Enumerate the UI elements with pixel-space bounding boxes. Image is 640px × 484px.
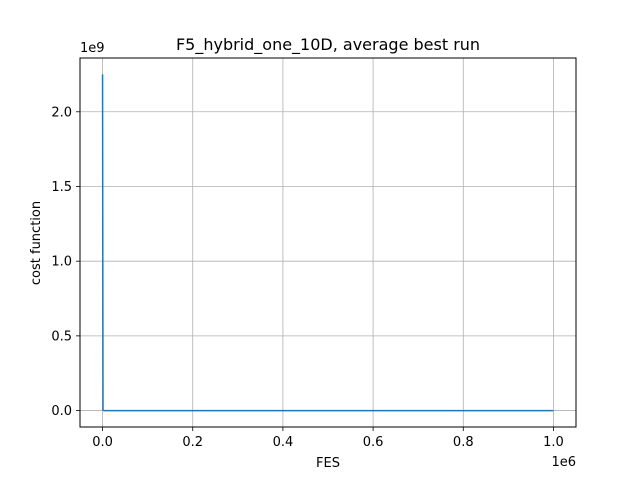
y-tick-label: 1.0 <box>51 255 72 270</box>
x-tick-label: 0.8 <box>453 435 474 450</box>
x-tick-layer: 0.0 0.2 0.4 0.6 0.8 1.0 <box>92 427 564 450</box>
y-tick-label: 0.5 <box>51 329 72 344</box>
x-tick-label: 0.6 <box>363 435 384 450</box>
series-layer <box>101 74 554 412</box>
y-tick-label: 2.0 <box>51 105 72 120</box>
x-tick-label: 0.2 <box>182 435 203 450</box>
y-offset-label: 1e9 <box>80 41 105 56</box>
x-tick-label: 1.0 <box>543 435 564 450</box>
x-tick-label: 0.0 <box>92 435 113 450</box>
y-tick-label: 1.5 <box>51 180 72 195</box>
x-axis-label: FES <box>316 456 340 471</box>
y-tick-label: 0.0 <box>51 404 72 419</box>
chart-title: F5_hybrid_one_10D, average best run <box>176 35 480 55</box>
series-line <box>101 74 554 412</box>
y-axis-label: cost function <box>29 201 44 285</box>
y-tick-layer: 0.0 0.5 1.0 1.5 2.0 <box>51 105 80 419</box>
x-tick-label: 0.4 <box>273 435 294 450</box>
plot-frame <box>79 57 577 428</box>
x-offset-label: 1e6 <box>551 455 576 470</box>
